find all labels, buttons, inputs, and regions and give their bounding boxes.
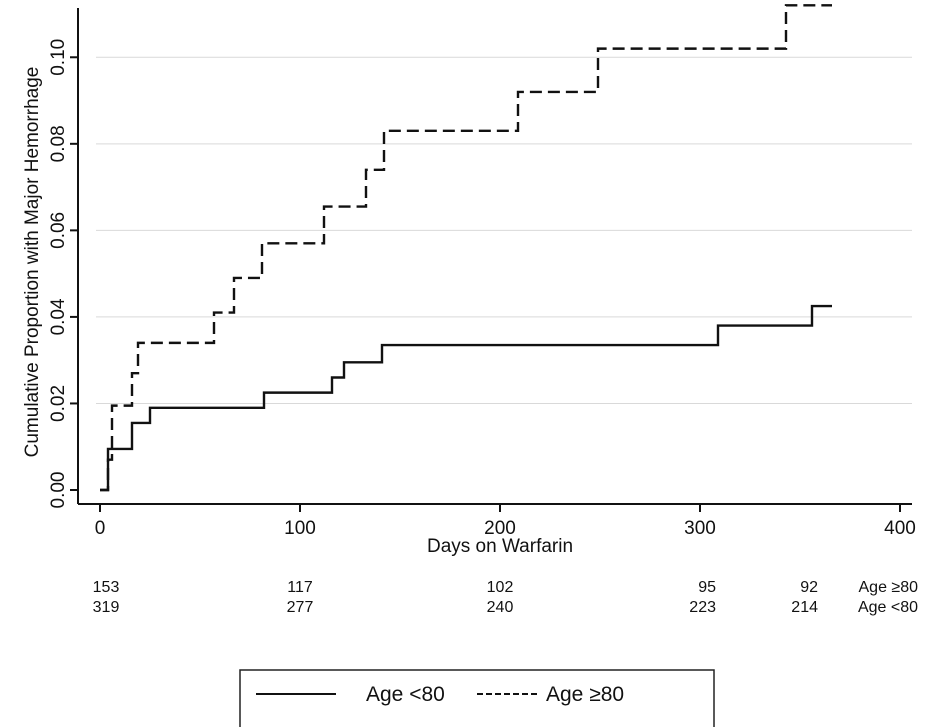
risk-count: 102 <box>487 579 514 596</box>
x-tick-label: 0 <box>95 518 106 539</box>
y-axis-title: Cumulative Proportion with Major Hemorrh… <box>22 67 43 458</box>
x-tick-label: 400 <box>884 518 916 539</box>
risk-count: 117 <box>287 579 313 596</box>
series-line-age-80-plus <box>100 4 832 492</box>
x-tick-label: 100 <box>284 518 316 539</box>
y-tick-label: 0.00 <box>48 472 69 509</box>
risk-count: 223 <box>689 599 716 616</box>
risk-row-label: Age <80 <box>858 599 918 616</box>
risk-row-label: Age ≥80 <box>859 579 919 596</box>
risk-count: 319 <box>93 599 120 616</box>
risk-count: 153 <box>93 579 120 596</box>
legend-box <box>239 669 715 727</box>
legend: Age <80 Age ≥80 <box>239 669 715 727</box>
y-tick-label: 0.08 <box>48 125 69 162</box>
y-tick-label: 0.06 <box>48 212 69 249</box>
series-lines <box>100 4 832 492</box>
risk-table: 153 117 102 95 92 Age ≥80 319 277 240 223 214 Age <… <box>93 579 918 616</box>
gridlines <box>96 56 912 404</box>
y-tick-label: 0.10 <box>48 39 69 76</box>
tick-labels: 0.00 0.02 0.04 0.06 0.08 0.10 0 100 200 300 400 <box>48 39 916 539</box>
risk-count: 277 <box>287 599 314 616</box>
axes <box>70 8 912 512</box>
x-tick-label: 300 <box>684 518 716 539</box>
x-axis-title: Days on Warfarin <box>427 536 573 557</box>
risk-count: 92 <box>800 579 818 596</box>
legend-label-age-under-80: Age <80 <box>366 683 445 706</box>
x-tick-label: 200 <box>484 518 516 539</box>
risk-count: 214 <box>791 599 818 616</box>
legend-label-age-80-plus: Age ≥80 <box>546 683 624 706</box>
risk-count: 95 <box>698 579 716 596</box>
y-tick-label: 0.04 <box>48 298 69 335</box>
risk-count: 240 <box>487 599 514 616</box>
y-tick-label: 0.02 <box>48 385 69 422</box>
series-line-age-under-80 <box>100 304 832 492</box>
